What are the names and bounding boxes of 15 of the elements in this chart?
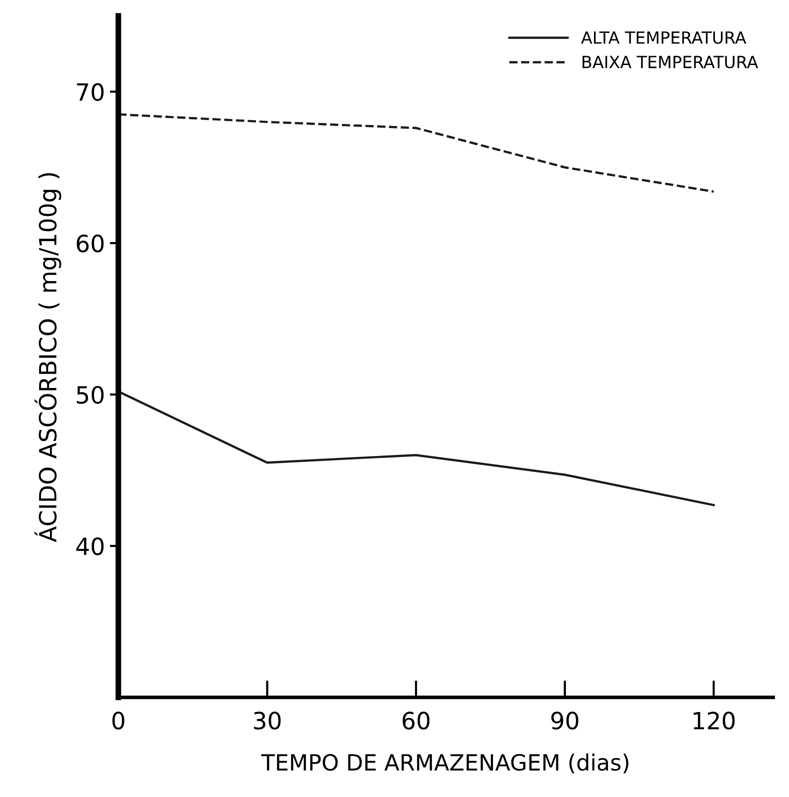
x-tick-label: 30	[254, 712, 281, 730]
y-tick-label: 40	[76, 537, 104, 556]
y-axis-title: ÁCIDO ASCÓRBICO ( mg/100g )	[34, 173, 62, 542]
y-tick-label: 50	[76, 386, 104, 404]
x-tick-label: 0	[112, 712, 124, 730]
y-tick-label: 70	[77, 83, 104, 101]
line-series	[118, 390, 715, 506]
x-tick-label: 90	[551, 712, 578, 730]
line-series	[118, 113, 715, 193]
x-tick-label: 60	[402, 712, 430, 730]
y-tick-label: 60	[76, 234, 104, 252]
legend-label: BAIXA TEMPERATURA	[582, 56, 758, 68]
x-tick-label: 120	[694, 712, 735, 730]
legend-label: ALTA TEMPERATURA	[581, 31, 746, 44]
x-axis-title: TEMPO DE ARMAZENAGEM (dias)	[261, 754, 628, 774]
